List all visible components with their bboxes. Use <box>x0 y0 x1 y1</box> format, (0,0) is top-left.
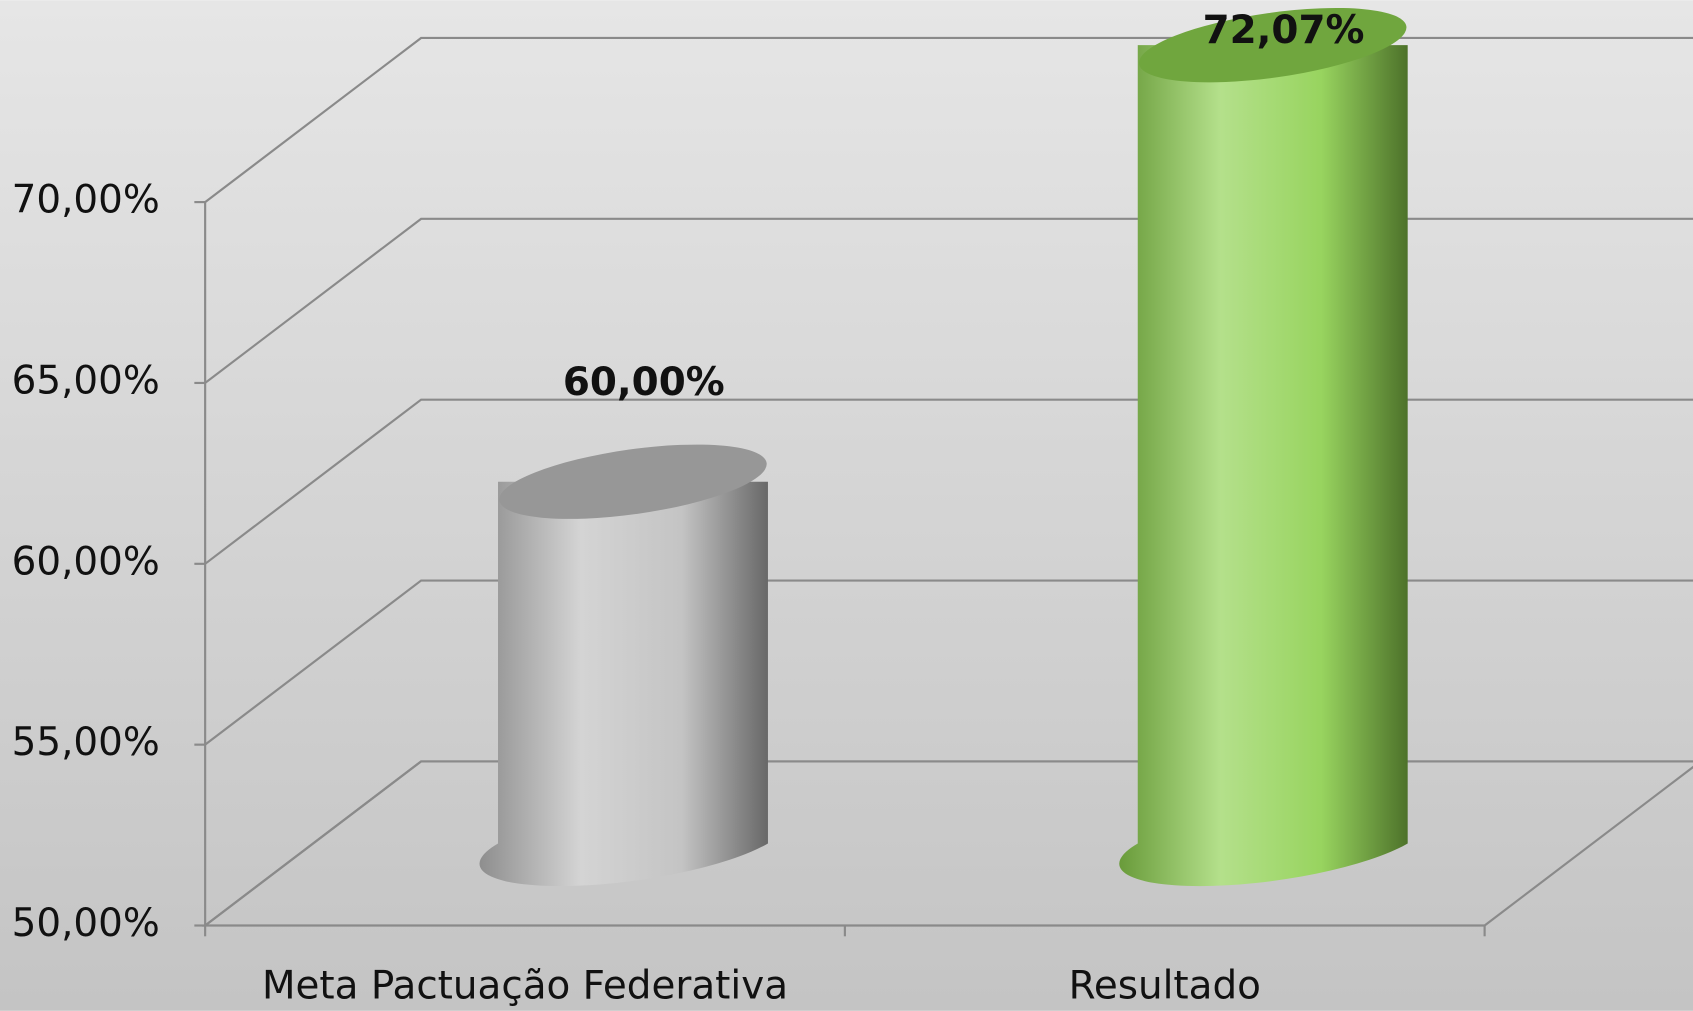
cylinder-body <box>480 482 768 886</box>
bar <box>1119 0 1411 886</box>
x-tick-label: Resultado <box>1069 964 1261 1009</box>
cylinder-body <box>1119 45 1407 886</box>
background <box>0 0 1693 1011</box>
chart: 50,00% 55,00% 60,00% 65,00% 70,00% 60,00% Meta… <box>0 0 1693 1011</box>
y-tick-label: 60,00% <box>12 539 160 584</box>
value-label: 72,07% <box>1203 8 1365 53</box>
value-label: 60,00% <box>563 360 725 405</box>
y-tick-label: 55,00% <box>12 720 160 765</box>
y-tick-label: 65,00% <box>12 358 160 403</box>
y-tick-label: 70,00% <box>12 178 160 223</box>
bar <box>480 431 772 886</box>
x-tick-label: Meta Pactuação Federativa <box>262 964 788 1009</box>
y-tick-label: 50,00% <box>12 901 160 946</box>
